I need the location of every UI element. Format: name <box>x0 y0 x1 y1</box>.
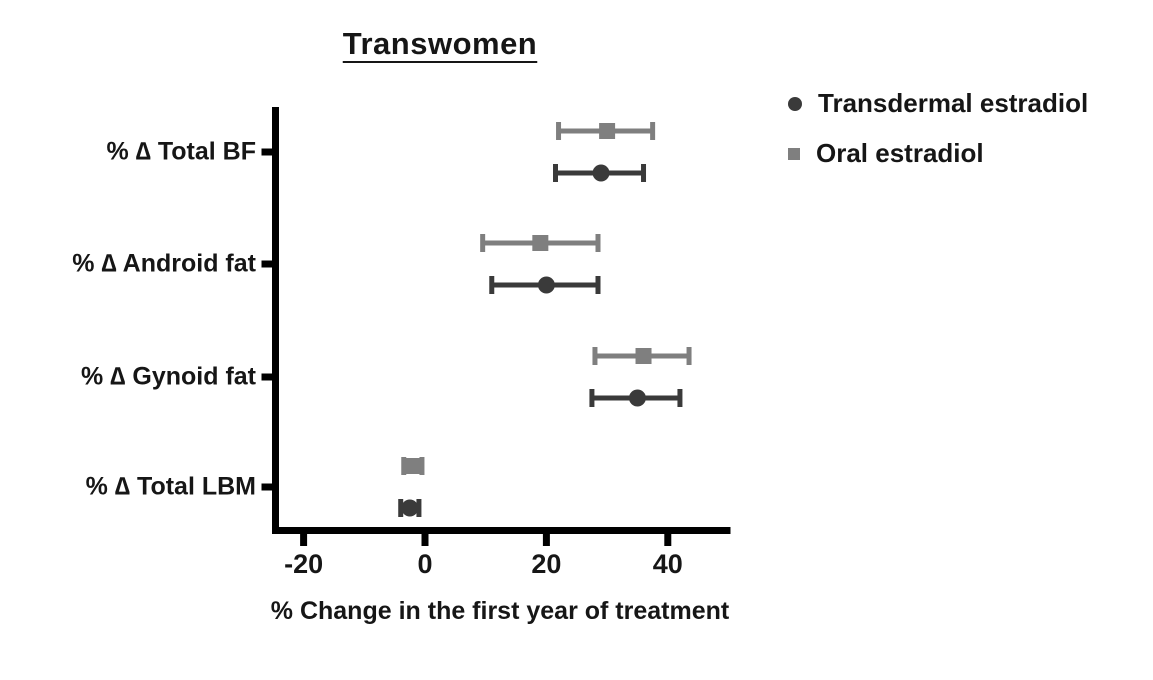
legend: Transdermal estradiol Oral estradiol <box>788 88 1088 169</box>
data-point-circle <box>537 276 555 294</box>
data-point-circle <box>592 164 610 182</box>
x-tick-label: 40 <box>653 549 683 579</box>
legend-label: Oral estradiol <box>816 138 984 168</box>
legend-item: Oral estradiol <box>788 138 1088 169</box>
chart-title: Transwomen <box>342 26 538 61</box>
data-point-square <box>532 235 549 251</box>
x-tick-label: -20 <box>284 549 323 579</box>
data-point-circle <box>401 499 419 517</box>
x-axis-label: % Change in the first year of treatment <box>270 597 730 625</box>
square-marker-icon <box>788 147 800 160</box>
data-point-circle <box>628 389 646 407</box>
data-point-square <box>635 348 652 364</box>
x-tick-label: 0 <box>417 549 432 579</box>
x-tick-label: 20 <box>531 549 561 579</box>
data-point-square <box>599 123 616 139</box>
circle-marker-icon <box>788 96 802 111</box>
legend-label: Transdermal estradiol <box>818 88 1089 118</box>
legend-item: Transdermal estradiol <box>788 88 1088 119</box>
data-point-square <box>404 458 421 474</box>
